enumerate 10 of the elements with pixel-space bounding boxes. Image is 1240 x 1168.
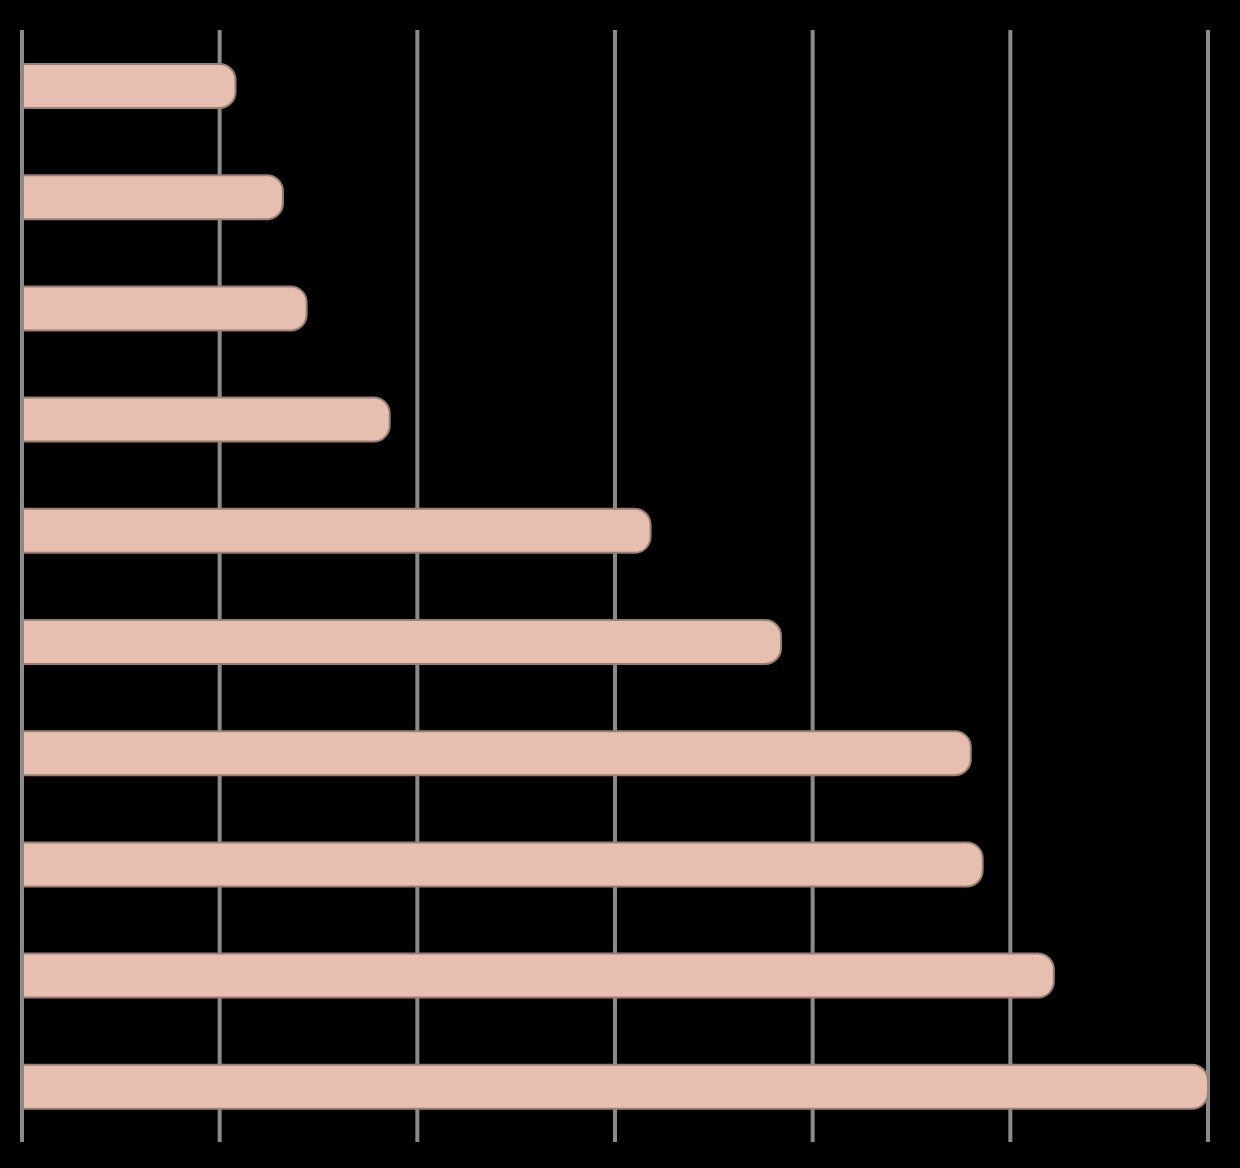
bar bbox=[22, 1063, 1208, 1110]
bar bbox=[22, 396, 391, 443]
bar bbox=[22, 63, 237, 109]
bar bbox=[22, 730, 972, 777]
bar bbox=[22, 285, 308, 332]
bar bbox=[22, 952, 1055, 999]
bar bbox=[22, 174, 284, 221]
bar bbox=[22, 507, 652, 554]
bar bbox=[22, 619, 783, 665]
bar bbox=[22, 841, 984, 888]
